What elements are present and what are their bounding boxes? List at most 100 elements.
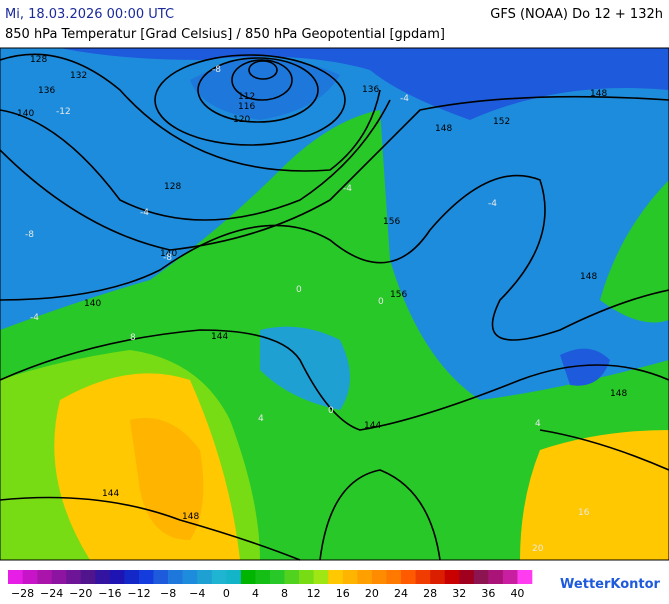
temperature-label: 20 (532, 544, 544, 554)
temperature-label: 0 (378, 297, 384, 307)
colorbar-label: 24 (394, 587, 408, 600)
colorbar-label: −24 (40, 587, 63, 600)
temperature-label: 0 (328, 406, 334, 416)
colorbar-swatch (299, 570, 314, 584)
colorbar-label: 12 (307, 587, 321, 600)
contour-label: 144 (364, 421, 381, 431)
colorbar-swatch (226, 570, 242, 584)
temperature-label: 0 (296, 285, 302, 295)
colorbar-label: 36 (481, 587, 495, 600)
temperature-label: 4 (535, 419, 541, 429)
colorbar-swatch (182, 570, 198, 584)
colorbar-swatch (255, 570, 271, 584)
subtitle: 850 hPa Temperatur [Grad Celsius] / 850 … (5, 27, 445, 42)
colorbar-label: 0 (223, 587, 230, 600)
contour-label: 148 (610, 389, 627, 399)
colorbar-label: −20 (69, 587, 92, 600)
contour-labels: 128 132 136 140 112 116 120 128 136 148 … (17, 55, 627, 522)
colorbar-swatch (517, 570, 533, 584)
colorbar-swatch (37, 570, 52, 584)
colorbar-swatch (357, 570, 373, 584)
colorbar: −28 −24 −20 −16 −12 −8 −4 0 4 8 12 16 20 24 28 32 36 40 (8, 570, 533, 600)
colorbar-label: 16 (336, 587, 350, 600)
contour-label: 148 (580, 272, 597, 282)
date: Mi, 18.03.2026 00:00 UTC (5, 7, 174, 22)
contour-label: 120 (233, 115, 250, 125)
colorbar-swatch (51, 570, 67, 584)
colorbar-swatch (502, 570, 518, 584)
temperature-label: -8 (25, 230, 34, 240)
colorbar-swatch (488, 570, 504, 584)
model-run: GFS (NOAA) Do 12 + 132h (490, 7, 663, 22)
contour-label: 148 (435, 124, 452, 134)
contour-label: 136 (362, 85, 379, 95)
temperature-label: -4 (140, 208, 149, 218)
colorbar-swatch (328, 570, 344, 584)
colorbar-label: 4 (252, 587, 259, 600)
colorbar-swatch (95, 570, 111, 584)
colorbar-swatch (66, 570, 82, 584)
colorbar-swatch (80, 570, 96, 584)
contour-label: 156 (383, 217, 400, 227)
contour-label: 144 (211, 332, 228, 342)
temperature-label: -4 (400, 94, 409, 104)
contour-label: 152 (493, 117, 510, 127)
colorbar-swatch (342, 570, 358, 584)
map (0, 48, 669, 561)
colorbar-swatch (240, 570, 256, 584)
colorbar-swatch (444, 570, 460, 584)
colorbar-label: −12 (127, 587, 150, 600)
contour-label: 116 (238, 102, 255, 112)
contour-label: 140 (17, 109, 34, 119)
colorbar-swatch (109, 570, 125, 584)
colorbar-swatch (211, 570, 227, 584)
colorbar-label: 8 (281, 587, 288, 600)
temperature-label: -8 (212, 65, 221, 75)
colorbar-label: −8 (160, 587, 176, 600)
temperature-label: 4 (258, 414, 264, 424)
contour-label: 128 (164, 182, 181, 192)
colorbar-swatch (401, 570, 416, 584)
colorbar-swatch (386, 570, 402, 584)
logo: WetterKontor (560, 577, 661, 592)
contour-label: 156 (390, 290, 407, 300)
temperature-label: -4 (30, 313, 39, 323)
colorbar-swatch (270, 570, 285, 584)
colorbar-swatch (197, 570, 213, 584)
colorbar-label: 40 (510, 587, 524, 600)
colorbar-swatch (124, 570, 140, 584)
colorbar-swatch (22, 570, 38, 584)
temperature-label: -4 (343, 184, 352, 194)
temperature-labels: -12 -8 -8 -4 -4 0 0 4 -4 -4 0 4 8 -8 -4 … (25, 65, 590, 554)
colorbar-label: 32 (452, 587, 466, 600)
contour-label: 128 (30, 55, 47, 65)
colorbar-swatch (153, 570, 169, 584)
colorbar-swatch (168, 570, 183, 584)
colorbar-swatch (430, 570, 445, 584)
temperature-label: -4 (488, 199, 497, 209)
colorbar-label: −16 (98, 587, 121, 600)
colorbar-label: −4 (189, 587, 205, 600)
temperature-label: -8 (163, 253, 172, 263)
colorbar-swatch (459, 570, 475, 584)
colorbar-swatch (284, 570, 300, 584)
temperature-label: -12 (56, 107, 71, 117)
temperature-label: 8 (130, 333, 136, 343)
contour-label: 132 (70, 71, 87, 81)
contour-label: 140 (160, 249, 177, 259)
colorbar-swatch (139, 570, 154, 584)
colorbar-swatch (415, 570, 431, 584)
colorbar-label: 20 (365, 587, 379, 600)
contour-label: 144 (102, 489, 119, 499)
temperature-label: 16 (578, 508, 590, 518)
colorbar-swatch (371, 570, 387, 584)
colorbar-swatch (8, 570, 23, 584)
colorbar-swatch (313, 570, 329, 584)
colorbar-label: −28 (11, 587, 34, 600)
contour-label: 136 (38, 86, 55, 96)
colorbar-label: 28 (423, 587, 437, 600)
contour-label: 112 (238, 92, 255, 102)
contour-label: 148 (182, 512, 199, 522)
contour-label: 148 (590, 89, 607, 99)
